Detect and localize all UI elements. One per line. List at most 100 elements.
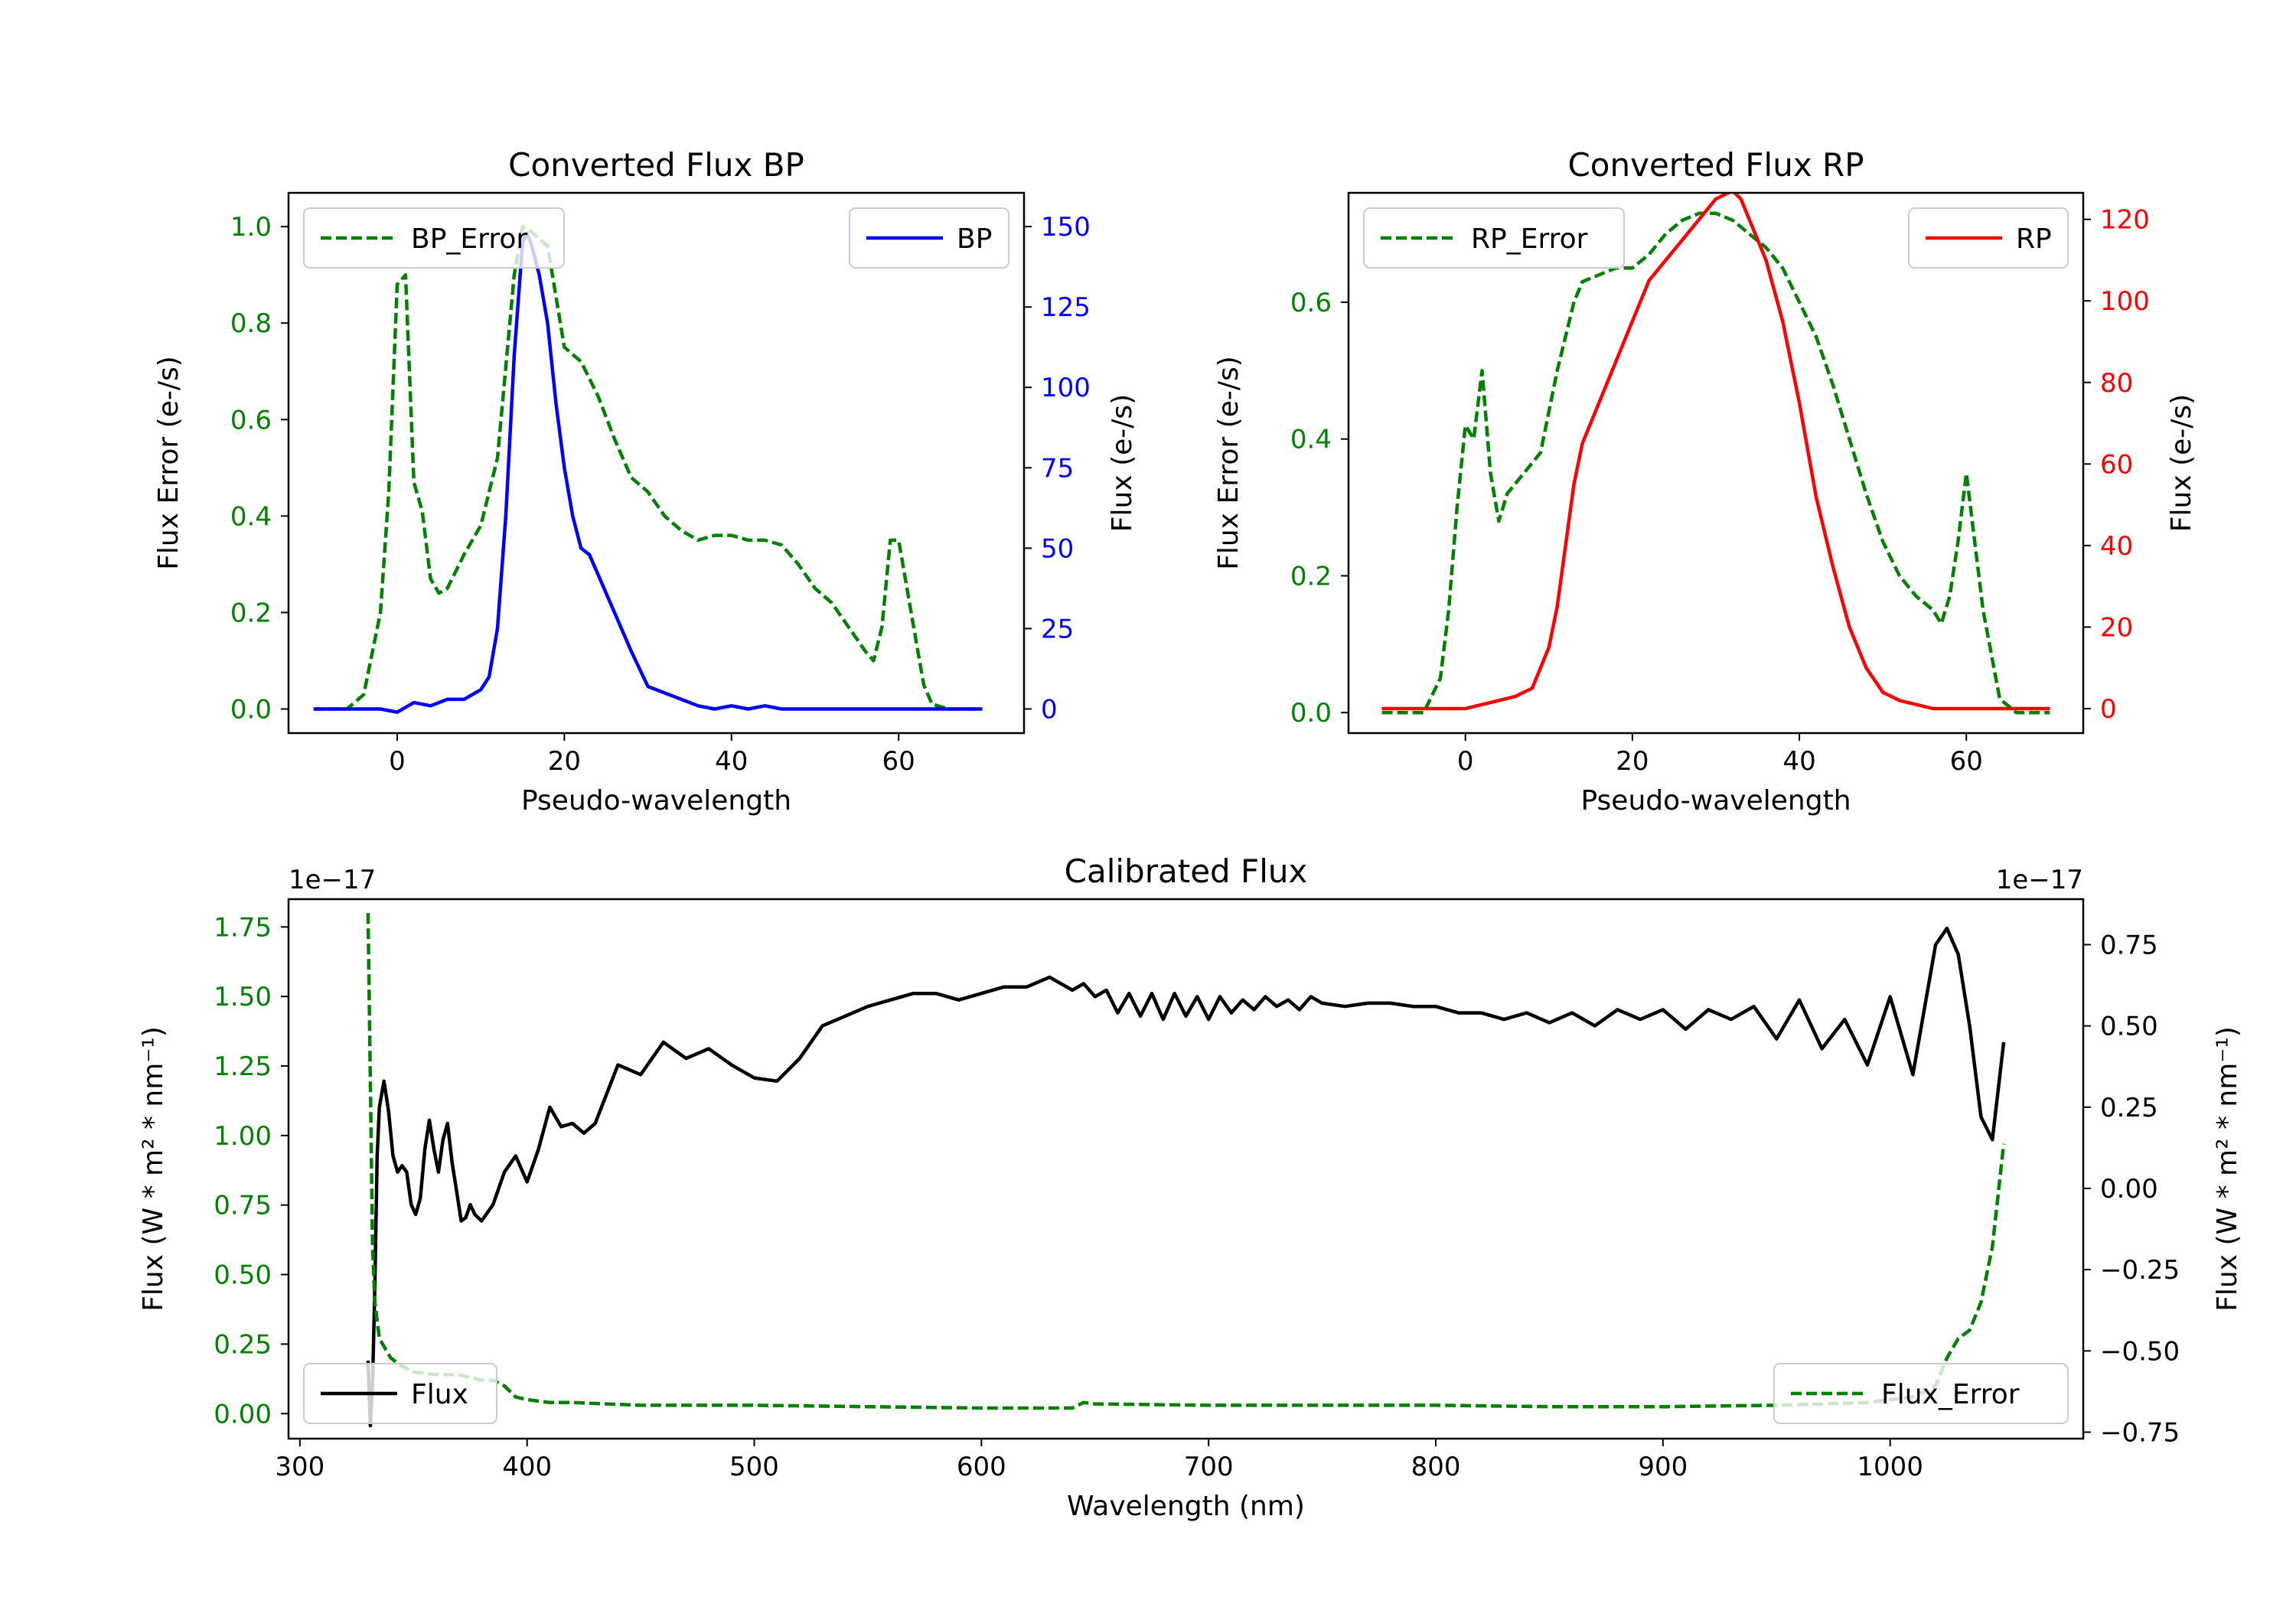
y-right-axis-label: Flux (e-/s) [1107,394,1138,532]
y-right-tick-label: 150 [1041,212,1091,243]
legend-box [303,1363,497,1424]
y-right-tick-label: 25 [1041,614,1074,644]
plot-frame [1347,191,2085,735]
legend-box [1363,207,1625,269]
x-tick-label: 800 [1411,1452,1461,1482]
x-tick-label: 40 [1782,746,1815,777]
y-left-axis-label: Flux Error (e-/s) [153,356,184,570]
x-tick-label: 0 [1457,746,1474,777]
y-right-tick-label: 0.75 [2100,930,2158,960]
legend-label: BP_Error [411,223,527,255]
legend-rp: RP [1908,207,2069,269]
legend-box [303,207,565,269]
x-tick-label: 40 [715,746,748,777]
x-tick-label: 60 [882,746,915,777]
x-tick-label: 60 [1950,746,1983,777]
y-left-tick-label: 0.2 [1290,561,1332,592]
y-right-tick-label: −0.25 [2100,1255,2180,1286]
legend-flux: Flux [303,1363,497,1424]
series-line-bp-error [313,224,983,711]
x-tick-label: 900 [1638,1452,1688,1482]
chart-title: Converted Flux BP [508,146,804,184]
y-right-tick-label: 100 [2100,286,2150,317]
x-tick-label: 20 [1616,746,1649,777]
plot-frame [287,898,2085,1440]
plot-area [1381,193,2050,715]
x-axis-label: Pseudo-wavelength [1580,785,1851,817]
y-right-tick-label: 80 [2100,368,2133,399]
chart-2: Converted Flux RP 0 20 40 60 Pseudo-wavelengt… [1213,146,2197,817]
y-right-tick-label: −0.75 [2100,1418,2180,1449]
x-tick-label: 20 [548,746,581,777]
legend-rp-error: RP_Error [1363,207,1625,269]
x-tick-label: 0 [389,746,406,777]
legend-box [1773,1363,2069,1424]
y-right-offset-label: 1e−17 [1996,865,2083,895]
y-left-tick-label: 0.2 [230,598,272,628]
x-axis-label: Pseudo-wavelength [521,785,791,817]
y-right-tick-label: 0 [2100,694,2117,725]
x-tick-label: 400 [502,1452,552,1482]
y-right-tick-label: 0.25 [2100,1093,2158,1123]
x-tick-label: 700 [1184,1452,1234,1482]
y-right-tick-label: 60 [2100,449,2133,480]
series-line-rp-error [1381,211,2050,715]
y-left-tick-label: 1.25 [214,1051,272,1082]
y-left-tick-label: 0.6 [1290,288,1332,318]
chart-1: Converted Flux BP 0 20 40 60 Pseudo-wavelengt… [153,146,1138,817]
y-left-tick-label: 0.75 [214,1191,272,1221]
legend-flux-error: Flux_Error [1773,1363,2069,1424]
y-right-tick-label: 75 [1041,453,1074,484]
y-left-tick-label: 0.0 [230,694,272,725]
y-left-tick-label: 0.4 [1290,425,1332,455]
legend-label: RP [2016,223,2052,255]
legend-label: BP [957,223,992,255]
y-left-tick-label: 0.8 [230,308,272,339]
y-left-axis-label: Flux Error (e-/s) [1213,356,1244,570]
y-left-tick-label: 1.50 [214,982,272,1012]
chart-3: Calibrated Flux 300 400 500 600 700 800 900 1000… [138,852,2243,1522]
y-right-axis-label: Flux (e-/s) [2166,394,2197,532]
y-right-tick-label: 0 [1041,694,1058,725]
y-right-tick-label: 20 [2100,612,2133,643]
chart-title: Calibrated Flux [1065,852,1308,890]
series-line-rp [1381,193,2050,711]
plot-frame [287,191,1026,735]
plot-area [313,224,983,714]
x-tick-label: 600 [957,1452,1006,1482]
y-left-tick-label: 0.0 [1290,698,1332,729]
legend-bp: BP [849,207,1009,269]
y-left-offset-label: 1e−17 [289,865,376,895]
legend-bp-error: BP_Error [303,207,565,269]
y-left-tick-label: 0.4 [230,501,272,532]
x-axis-label: Wavelength (nm) [1067,1491,1305,1522]
y-right-tick-label: −0.50 [2100,1336,2180,1367]
y-left-tick-label: 1.0 [230,212,272,243]
y-left-tick-label: 0.00 [214,1399,272,1429]
y-right-tick-label: 125 [1041,292,1091,323]
y-left-tick-label: 1.75 [214,912,272,943]
y-left-tick-label: 1.00 [214,1121,272,1152]
y-right-tick-label: 120 [2100,205,2150,236]
y-right-tick-label: 100 [1041,373,1091,403]
y-right-tick-label: 0.50 [2100,1012,2158,1042]
y-right-tick-label: 50 [1041,533,1074,564]
x-tick-label: 300 [275,1452,325,1482]
legend-label: Flux [411,1379,468,1410]
y-left-tick-label: 0.50 [214,1260,272,1291]
series-line-bp [313,231,983,714]
y-left-tick-label: 0.25 [214,1329,272,1360]
y-right-tick-label: 0.00 [2100,1174,2158,1204]
x-tick-label: 500 [729,1452,779,1482]
y-right-tick-label: 40 [2100,531,2133,562]
chart-title: Converted Flux RP [1567,146,1864,184]
plot-area [366,913,2006,1428]
y-left-tick-label: 0.6 [230,405,272,435]
y-left-axis-label: Flux (W * m² * nm⁻¹) [138,1026,169,1312]
legend-label: RP_Error [1471,223,1588,255]
legend-label: Flux_Error [1881,1379,2020,1410]
series-line-flux [366,926,2006,1428]
x-tick-label: 1000 [1857,1452,1923,1482]
y-right-axis-label: Flux (W * m² * nm⁻¹) [2212,1026,2243,1312]
